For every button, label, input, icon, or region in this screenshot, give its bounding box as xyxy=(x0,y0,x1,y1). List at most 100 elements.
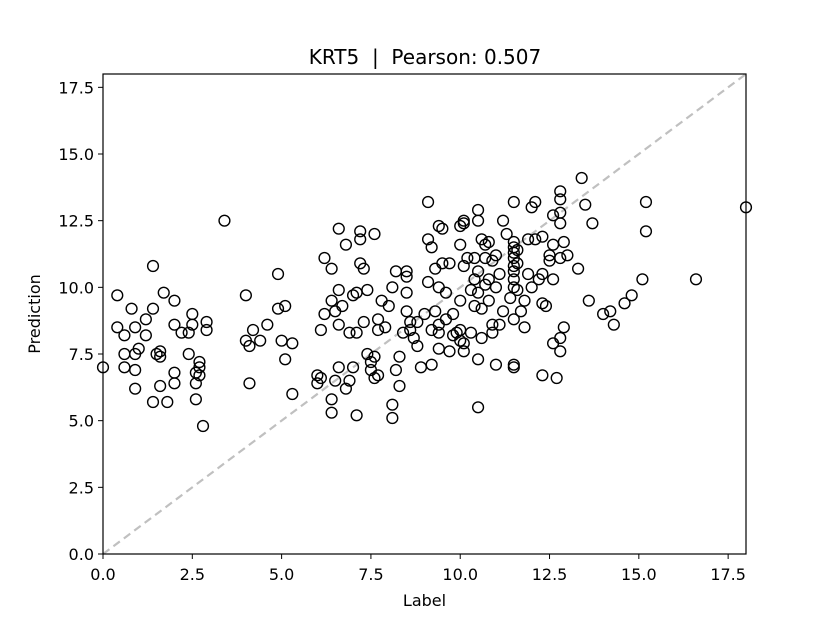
data-point xyxy=(557,235,570,249)
data-point xyxy=(400,270,413,283)
data-point xyxy=(361,283,374,297)
data-point xyxy=(482,273,495,286)
data-point xyxy=(493,318,506,331)
data-point xyxy=(546,209,560,222)
data-point xyxy=(425,358,438,371)
data-point xyxy=(146,259,160,273)
data-point xyxy=(186,318,199,331)
data-point xyxy=(382,299,395,313)
data-point xyxy=(454,334,467,347)
data-point xyxy=(325,393,338,406)
data-point xyxy=(496,214,510,227)
data-point xyxy=(168,377,181,390)
data-point xyxy=(193,361,206,374)
data-point xyxy=(443,345,456,358)
data-point xyxy=(507,265,520,278)
data-point xyxy=(279,299,292,313)
data-point xyxy=(421,195,435,209)
data-point xyxy=(332,361,345,374)
data-point xyxy=(368,350,381,363)
data-point xyxy=(639,195,653,209)
data-point xyxy=(604,305,617,318)
data-point xyxy=(536,369,549,382)
data-point xyxy=(482,294,495,307)
data-point xyxy=(521,267,535,281)
data-point xyxy=(339,382,353,395)
data-point xyxy=(311,369,324,382)
data-point xyxy=(507,361,520,374)
data-point xyxy=(357,315,370,329)
data-point xyxy=(346,361,360,374)
data-point xyxy=(271,302,285,315)
data-point xyxy=(111,321,124,334)
data-point xyxy=(243,377,256,390)
data-point xyxy=(471,214,485,227)
data-point xyxy=(639,225,653,238)
data-point xyxy=(154,379,167,393)
data-point xyxy=(354,233,367,246)
data-point xyxy=(346,289,360,302)
data-point xyxy=(332,222,345,235)
data-point xyxy=(332,318,345,331)
data-point xyxy=(507,259,520,273)
data-point xyxy=(486,318,499,331)
data-point xyxy=(339,238,353,251)
data-point xyxy=(457,337,470,350)
data-point xyxy=(554,185,567,198)
data-point xyxy=(386,411,399,425)
x-tick-label: 7.5 xyxy=(358,565,383,584)
data-point xyxy=(607,318,620,331)
data-point xyxy=(389,363,403,377)
data-point xyxy=(350,326,363,339)
data-point xyxy=(246,323,260,337)
data-point xyxy=(507,246,520,259)
data-point xyxy=(314,323,328,337)
data-point xyxy=(554,331,567,345)
data-point xyxy=(129,382,142,395)
data-point xyxy=(168,294,181,307)
data-point xyxy=(514,305,528,318)
data-point xyxy=(539,299,553,313)
data-point xyxy=(436,257,449,270)
data-point xyxy=(471,401,485,414)
data-point xyxy=(271,267,285,281)
data-point xyxy=(314,371,328,385)
points-layer xyxy=(96,171,753,433)
data-point xyxy=(597,307,610,321)
x-tick-label: 10.0 xyxy=(442,565,478,584)
data-point xyxy=(200,323,213,337)
data-point xyxy=(561,249,574,262)
plot-frame xyxy=(102,73,747,555)
y-tick-label: 2.5 xyxy=(69,478,94,497)
x-tick-label: 15.0 xyxy=(621,565,657,584)
data-point xyxy=(196,419,210,433)
data-point xyxy=(507,273,520,286)
data-point xyxy=(111,289,124,302)
data-point xyxy=(411,315,424,329)
y-tick-label: 15.0 xyxy=(58,145,94,164)
data-point xyxy=(468,273,481,286)
data-point xyxy=(586,217,599,230)
data-point xyxy=(579,198,592,211)
data-point xyxy=(575,171,588,185)
data-point xyxy=(489,358,503,371)
chart-title: KRT5 | Pearson: 0.507 xyxy=(309,45,541,69)
data-point xyxy=(325,406,338,419)
data-point xyxy=(554,345,567,358)
data-point xyxy=(529,195,542,209)
data-point xyxy=(400,305,413,318)
data-point xyxy=(457,217,470,230)
data-point xyxy=(546,273,560,286)
data-point xyxy=(343,326,356,339)
data-point xyxy=(618,297,631,310)
data-point xyxy=(496,305,510,318)
data-point xyxy=(521,233,535,246)
data-point xyxy=(421,233,435,246)
data-point xyxy=(482,235,495,249)
data-point xyxy=(500,227,513,241)
data-point xyxy=(175,326,188,339)
data-point xyxy=(572,262,585,275)
data-point xyxy=(400,286,413,299)
y-tick-label: 12.5 xyxy=(58,212,94,231)
data-point xyxy=(429,305,442,318)
